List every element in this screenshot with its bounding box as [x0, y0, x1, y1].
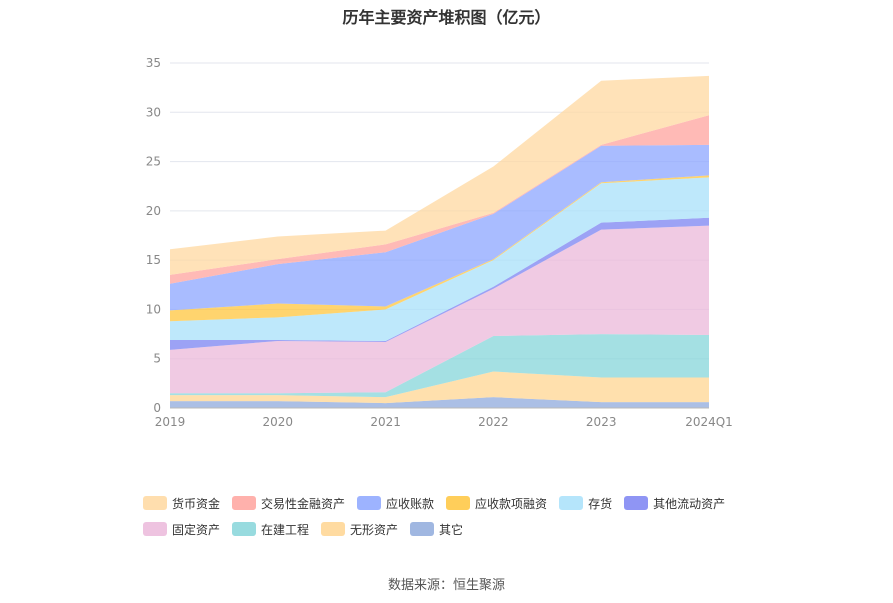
legend-label: 固定资产 [172, 522, 221, 537]
chart-title: 历年主要资产堆积图（亿元） [342, 8, 551, 27]
legend-swatch [232, 496, 257, 510]
stacked-area-chart: 0 5 10 15 20 25 30 35 2019 2020 2021 2022 2023 2024Q1 [146, 56, 733, 429]
legend-swatch [143, 496, 167, 510]
area-series [170, 75, 709, 275]
x-tick-label: 2024Q1 [685, 415, 733, 429]
legend-swatch [321, 522, 346, 536]
legend-label: 存货 [588, 496, 613, 511]
legend-swatch [232, 522, 257, 536]
legend-item[interactable]: 在建工程 [232, 520, 309, 538]
legend-label: 无形资产 [350, 522, 399, 537]
legend-swatch [624, 496, 649, 510]
x-tick-label: 2023 [586, 415, 617, 429]
y-tick-label: 0 [153, 401, 161, 415]
legend-swatch [357, 496, 382, 510]
x-tick-label: 2020 [263, 415, 294, 429]
y-tick-label: 25 [146, 155, 161, 169]
legend-swatch [559, 496, 584, 510]
y-tick-label: 5 [153, 352, 161, 366]
legend-swatch [410, 522, 435, 536]
legend-item[interactable]: 交易性金融资产 [232, 494, 345, 512]
y-tick-label: 10 [146, 302, 161, 316]
legend-label: 应收款项融资 [475, 496, 548, 511]
legend-label: 其它 [439, 522, 464, 537]
area-series [170, 177, 709, 341]
area-series [170, 397, 709, 408]
legend-label: 货币资金 [172, 496, 221, 511]
legend-item[interactable]: 应收账款 [357, 494, 434, 512]
legend-item[interactable]: 货币资金 [143, 494, 220, 512]
x-tick-label: 2022 [478, 415, 509, 429]
legend-label: 其他流动资产 [653, 496, 726, 511]
data-source: 数据来源：恒生聚源 [387, 578, 505, 593]
chart-legend: 货币资金 交易性金融资产 应收账款 应收款项融资 存货 其他流动资产固定资产 在建工程 无形资… [143, 494, 783, 538]
y-tick-label: 30 [146, 105, 161, 119]
legend-item[interactable]: 其他流动资产 [624, 494, 725, 512]
y-tick-label: 20 [146, 204, 161, 218]
y-tick-label: 35 [146, 56, 161, 70]
area-series [170, 144, 709, 311]
legend-label: 交易性金融资产 [261, 496, 346, 511]
legend-swatch [143, 522, 167, 536]
legend-label: 应收账款 [386, 496, 435, 511]
legend-item[interactable]: 应收款项融资 [446, 494, 547, 512]
legend-item[interactable]: 存货 [559, 494, 612, 512]
x-tick-label: 2021 [370, 415, 401, 429]
legend-swatch [446, 496, 471, 510]
area-series [170, 115, 709, 284]
legend-item[interactable]: 无形资产 [321, 520, 398, 538]
x-tick-label: 2019 [155, 415, 186, 429]
legend-item[interactable]: 固定资产 [143, 520, 220, 538]
area-series [170, 225, 709, 394]
area-series [170, 334, 709, 398]
legend-label: 在建工程 [261, 522, 310, 537]
area-series [170, 371, 709, 404]
y-tick-label: 15 [146, 253, 161, 267]
legend-item[interactable]: 其它 [410, 520, 463, 538]
